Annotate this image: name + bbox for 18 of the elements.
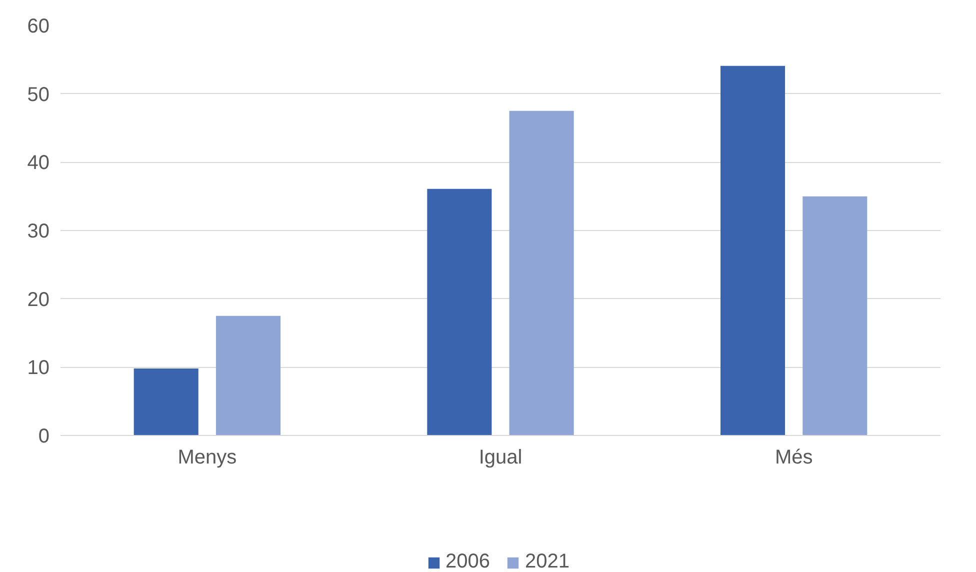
- bar: [134, 368, 198, 436]
- y-tick-label: 60: [27, 16, 50, 38]
- legend-label: 2021: [524, 550, 570, 572]
- x-tick-label: Igual: [478, 446, 522, 468]
- y-tick-label: 50: [27, 84, 50, 106]
- bar: [427, 188, 492, 436]
- x-tick-label: Menys: [178, 446, 237, 468]
- legend-label: 2006: [445, 550, 490, 572]
- bar: [802, 196, 868, 436]
- bar: [216, 316, 280, 436]
- y-tick-label: 20: [27, 288, 50, 311]
- y-tick-label: 40: [27, 152, 50, 174]
- x-tick-label: Més: [774, 446, 813, 468]
- y-tick-label: 30: [27, 220, 50, 242]
- y-tick-label: 10: [27, 357, 50, 380]
- bar: [509, 110, 574, 436]
- y-tick-label: 0: [38, 426, 50, 448]
- bar: [720, 66, 786, 436]
